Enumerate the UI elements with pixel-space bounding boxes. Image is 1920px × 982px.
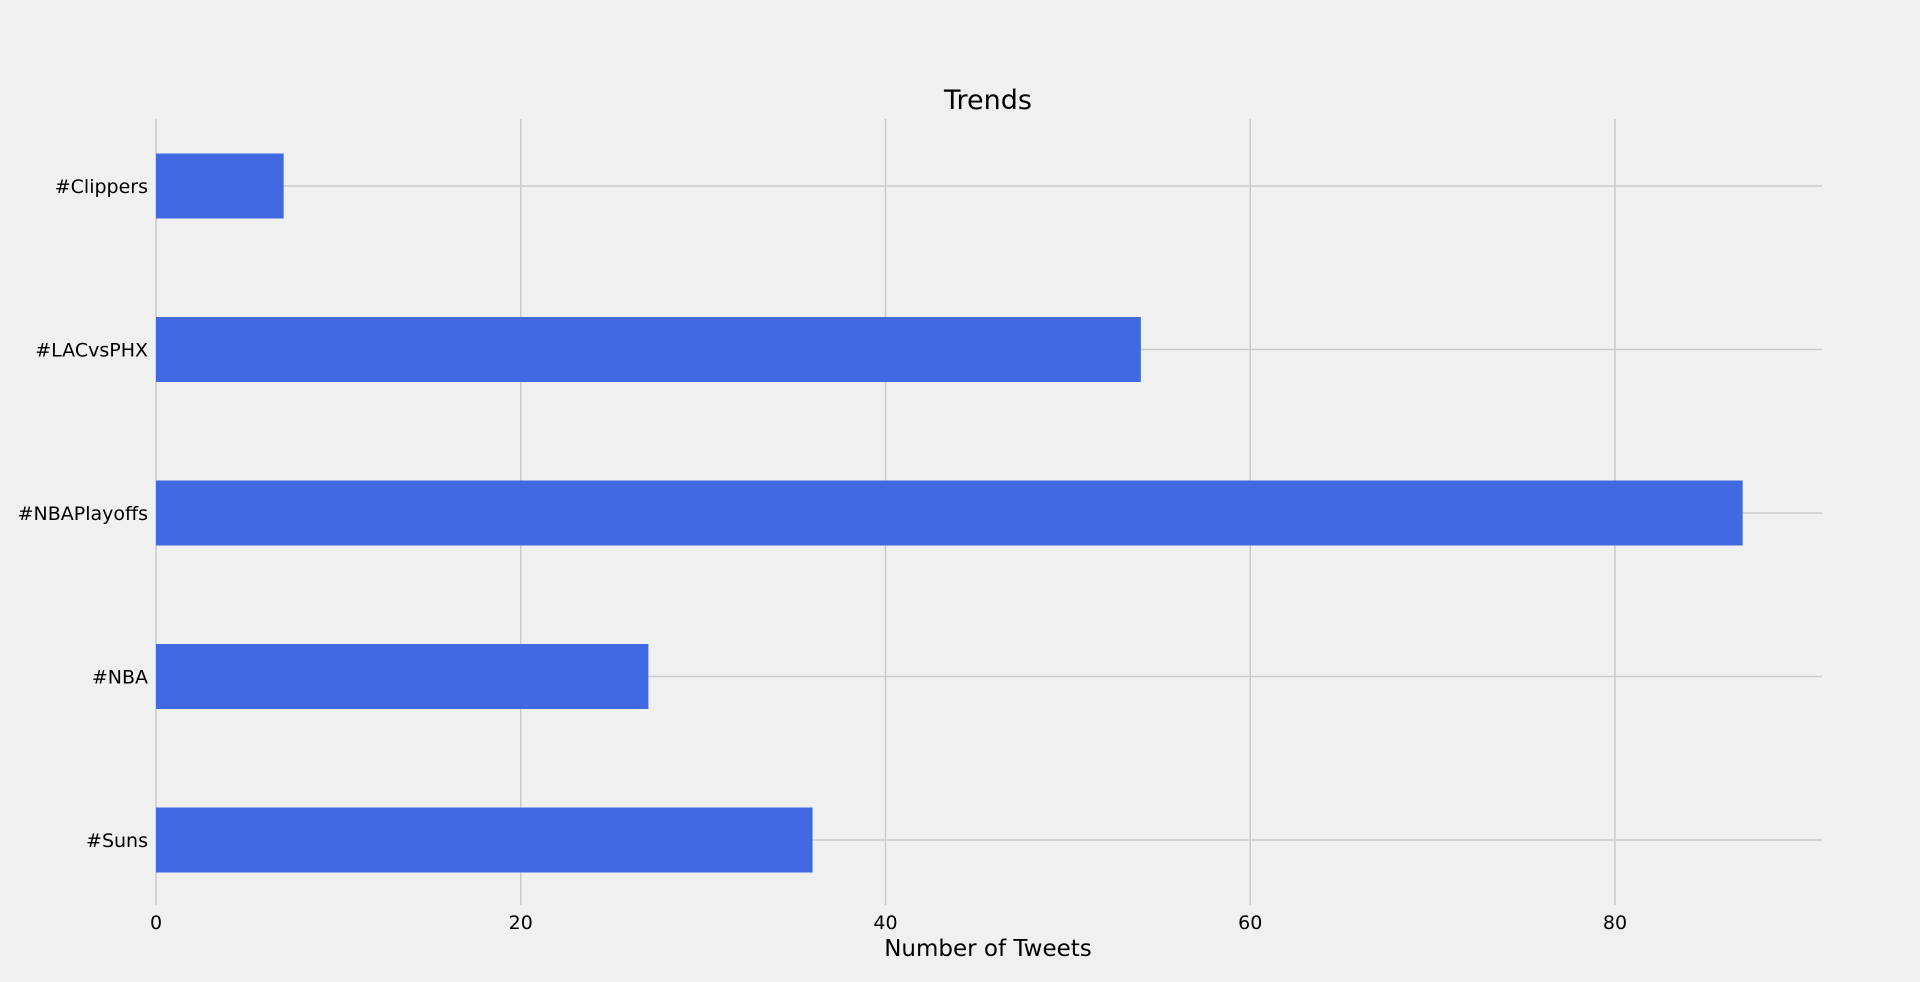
y-tick-label: #NBA (92, 667, 148, 689)
x-axis-label: Number of Tweets (884, 936, 1092, 962)
x-tick-label: 20 (509, 912, 533, 934)
y-tick-label: #Clippers (55, 176, 148, 198)
x-tick-label: 40 (873, 912, 897, 934)
x-tick-label: 60 (1238, 912, 1262, 934)
x-tick-label: 0 (150, 912, 162, 934)
bar (156, 480, 1743, 546)
y-tick-label: #NBAPlayoffs (18, 503, 148, 525)
bar (156, 317, 1141, 382)
chart-title: Trends (943, 85, 1032, 116)
x-tick-label: 80 (1603, 912, 1627, 934)
bar (156, 153, 284, 219)
y-tick-label: #Suns (86, 830, 148, 852)
y-tick-label: #LACvsPHX (35, 340, 148, 362)
bar (156, 644, 649, 709)
bars (156, 153, 1743, 873)
y-tick-labels: #Suns #NBA #NBAPlayoffs #LACvsPHX #Clippers (18, 176, 148, 852)
x-tick-labels: 0 20 40 60 80 (150, 912, 1627, 934)
bar (156, 807, 813, 873)
